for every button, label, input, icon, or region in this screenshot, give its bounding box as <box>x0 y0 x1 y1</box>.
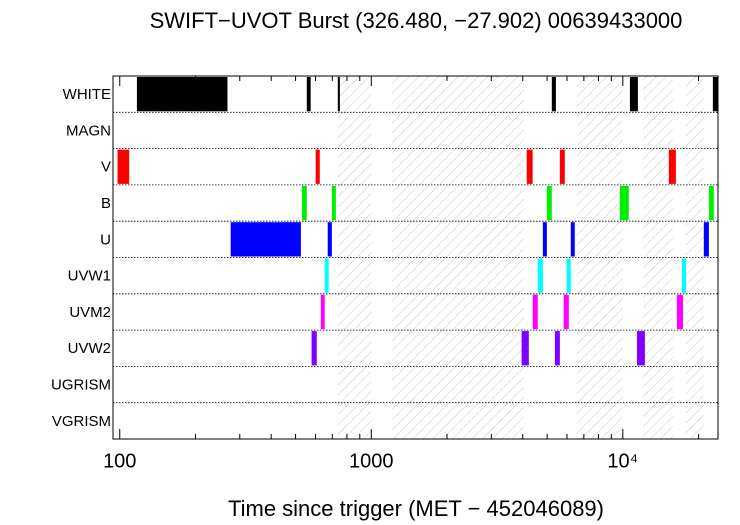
exposure-bar <box>554 331 560 366</box>
chart-title: SWIFT−UVOT Burst (326.480, −27.902) 0063… <box>150 8 683 33</box>
hatched-interval <box>685 76 704 439</box>
exposure-bar <box>537 258 543 293</box>
exposure-bar <box>712 77 718 112</box>
exposure-bar <box>668 149 676 184</box>
row-label: U <box>100 231 111 248</box>
exposure-bar <box>324 258 329 293</box>
plot-frame <box>112 75 719 440</box>
exposure-bar <box>320 294 325 330</box>
exposure-bar <box>301 185 307 221</box>
exposure-bar <box>327 222 332 257</box>
row-label: MAGN <box>66 122 111 139</box>
exposure-bar <box>337 77 340 112</box>
exposure-bar <box>676 294 683 330</box>
exposure-bar <box>566 258 571 293</box>
row-label: B <box>101 195 111 212</box>
x-tick-label: 100 <box>103 450 136 472</box>
exposure-bar <box>521 331 529 366</box>
exposure-bar <box>311 331 317 366</box>
row-label: V <box>101 159 111 176</box>
exposure-bar <box>636 331 645 366</box>
row-label: UVW2 <box>68 340 111 357</box>
row-label: UVW1 <box>68 268 111 285</box>
exposure-bar <box>703 222 709 257</box>
row-label: VGRISM <box>52 413 111 430</box>
exposure-bar <box>526 149 533 184</box>
exposure-bar <box>136 77 228 112</box>
row-label: WHITE <box>63 86 111 103</box>
exposure-bar <box>570 222 575 257</box>
exposure-bar <box>619 185 629 221</box>
plot-area: WHITE MAGN V B U UVW1 UVM2 UVW2 UGRISM VGRISM 100 1… <box>51 75 719 472</box>
x-axis-label: Time since trigger (MET − 452046089) <box>228 496 604 521</box>
exposure-bar <box>551 77 556 112</box>
exposure-bar <box>532 294 538 330</box>
row-label: UVM2 <box>69 304 111 321</box>
exposure-bar <box>629 77 638 112</box>
x-tick-label: 1000 <box>349 450 394 472</box>
exposure-bar <box>708 185 714 221</box>
exposure-bar <box>315 149 320 184</box>
exposure-bar <box>542 222 547 257</box>
exposure-bar <box>331 185 336 221</box>
exposure-bar <box>230 222 301 257</box>
x-tick-label: 10⁴ <box>607 450 638 472</box>
exposure-bar <box>681 258 686 293</box>
exposure-bar <box>559 149 565 184</box>
row-label: UGRISM <box>51 377 111 394</box>
exposure-bar <box>117 149 130 184</box>
exposure-bar <box>563 294 569 330</box>
exposure-bar <box>306 77 311 112</box>
exposure-bar <box>546 185 552 221</box>
